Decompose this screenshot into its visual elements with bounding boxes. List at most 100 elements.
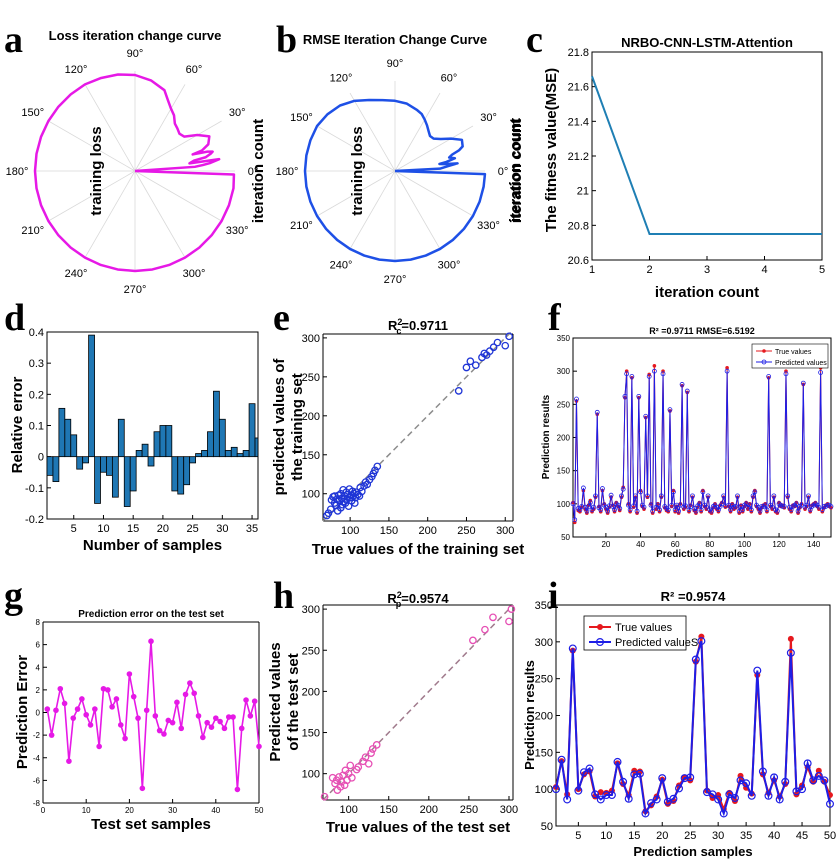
true-point [631,505,636,509]
predicted-point [686,773,695,782]
true-point [725,366,729,370]
angle-tick-label: 210° [290,220,313,232]
error-point [135,715,141,721]
predicted-point [775,795,784,804]
error-point [169,719,176,726]
predicted-point [740,507,746,513]
error-point [83,711,89,718]
predicted-point [708,790,717,799]
predicted-point [780,504,785,509]
y-tick-label: -8 [33,799,41,808]
scatter-point [507,605,516,613]
x-axis-label: iteration count [655,284,759,301]
y-tick-label: 150 [535,747,553,759]
bar [218,418,226,458]
error-point [182,691,189,698]
bar [177,456,185,495]
predicted-point [748,507,754,513]
y-tick-label: 200 [302,686,320,698]
y-tick-label: 8 [36,618,41,627]
error-point [61,700,68,707]
true-point [697,500,702,505]
y-tick-label: -2 [33,731,41,740]
predicted-point [665,507,671,513]
predicted-point [684,388,690,394]
scatter-point [489,343,498,352]
scatter-point [346,761,355,770]
angle-tick-label: 210° [21,225,44,237]
y-tick-label: 350 [557,334,571,343]
scatter-point [354,763,363,771]
legend-marker-true [597,624,603,630]
true-point [747,502,752,506]
predicted-point [825,799,834,808]
predicted-point [799,502,804,508]
y-tick-label: 100 [535,784,553,796]
x-axis-label: Number of samples [83,537,222,554]
predicted-point [719,501,725,507]
predicted-point [620,486,626,492]
y-axis-label: Prediction results [541,394,552,479]
polar-series-line [303,98,487,263]
bar [52,456,60,482]
error-point [234,786,241,793]
chart-title: Prediction error on the test set [78,609,224,620]
x-axis-label: True values of the test set [326,819,510,836]
chart-title: R² =0.9574 [661,589,726,604]
angle-tick-label: 330° [477,220,500,232]
panel-label-i: i [548,575,559,617]
error-point [221,725,228,732]
bar [224,450,232,458]
angle-tick-label: 120° [65,64,88,76]
error-point [208,724,215,731]
panel-label-d: d [4,297,25,339]
y-axis-label: Prediction results [522,660,537,770]
predicted-point [617,506,623,511]
predicted-point [809,776,818,785]
error-point [174,699,180,706]
polar-spoke [394,92,441,172]
x-tick-label: 10 [97,523,109,535]
x-tick-label: 4 [761,264,767,276]
error-point [195,713,202,719]
predicted-point [747,791,756,800]
predicted-point [657,507,662,513]
error-point [130,693,137,700]
legend-label-predicted: Predicted valueS [615,637,698,649]
predicted-point [622,393,628,399]
y-tick-label: 20.6 [568,255,589,267]
y-tick-label: 150 [557,467,571,476]
predicted-point [683,503,688,509]
predicted-point [624,794,633,803]
y-tick-label: 250 [302,645,320,657]
x-tick-label: 20 [125,806,134,815]
bar [147,456,155,467]
predicted-point [655,502,661,508]
predicted-point [629,374,635,379]
angle-tick-label: 330° [226,225,249,237]
x-tick-label: 10 [600,830,612,842]
error-point [48,732,55,738]
predicted-point [591,504,597,510]
bar [117,418,125,458]
chart-title: R² =0.9711 RMSE=6.5192 [649,326,755,336]
scatter-chart-e: 100 150 200 250 300 100 150 200 250 300 R2 c=0.9711… [271,317,524,558]
x-tick-label: 40 [636,540,645,549]
predicted-point [648,502,654,508]
bar [171,456,179,492]
x-tick-label: 40 [768,830,780,842]
bar [76,456,84,470]
error-point [122,735,128,742]
predicted-point [568,644,577,653]
y-tick-label: -0.2 [25,514,44,526]
predicted-point [612,507,617,513]
y-tick-label: 300 [302,333,320,345]
predicted-point [645,493,650,499]
predicted-point [793,501,799,507]
polar-spoke [349,92,396,172]
predicted-point [608,492,614,498]
true-point [671,488,676,493]
polar-series-line [33,73,236,273]
y-tick-label: 4 [36,663,41,672]
side-axis-label: iteration count [508,119,525,223]
